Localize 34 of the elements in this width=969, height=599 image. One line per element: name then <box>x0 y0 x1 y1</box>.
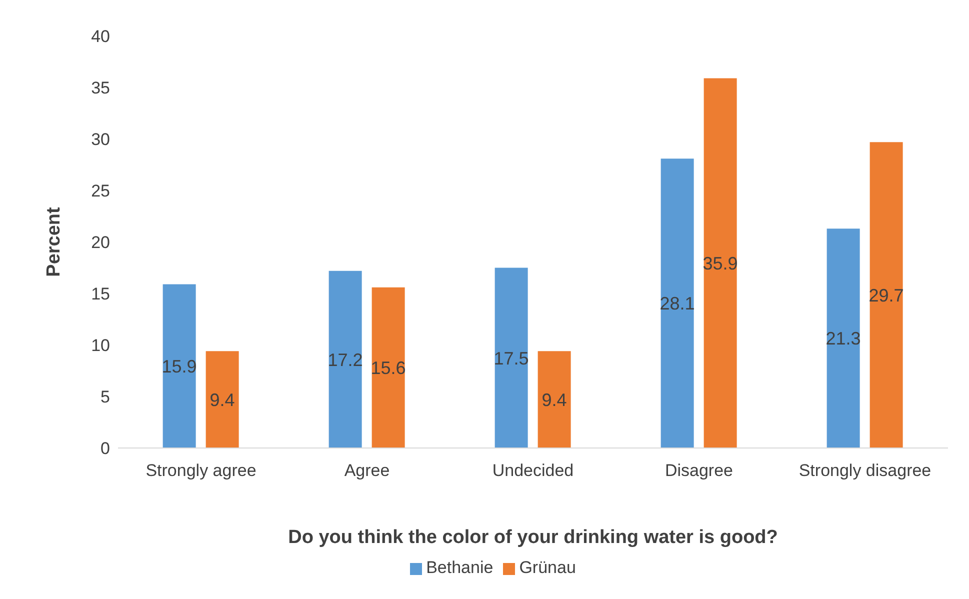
y-tick-label: 0 <box>100 439 110 458</box>
x-axis-title: Do you think the color of your drinking water is good? <box>288 527 778 548</box>
bar <box>328 270 362 448</box>
bar <box>660 158 694 448</box>
bar <box>870 142 903 448</box>
x-tick-label: Undecided <box>492 461 574 480</box>
legend-label: Bethanie <box>426 558 494 577</box>
data-label: 17.5 <box>494 348 529 368</box>
y-tick-label: 10 <box>91 336 110 356</box>
y-axis-title: Percent <box>44 206 65 277</box>
data-label: 9.4 <box>542 390 567 410</box>
data-label: 9.4 <box>210 390 235 410</box>
x-tick-label: Disagree <box>664 461 734 480</box>
y-tick-label: 25 <box>91 182 110 201</box>
data-label: 15.9 <box>162 356 197 377</box>
y-tick-label: 30 <box>91 130 110 150</box>
bar <box>162 284 196 448</box>
y-tick-label: 40 <box>91 27 110 46</box>
bar <box>538 351 571 448</box>
bar <box>206 351 239 448</box>
bar <box>826 228 860 448</box>
data-label: 17.2 <box>328 350 363 370</box>
bar <box>372 287 405 448</box>
x-tick-label: Agree <box>344 461 390 480</box>
data-label: 15.6 <box>370 358 406 378</box>
y-tick-label: 20 <box>91 233 110 252</box>
y-tick-label: 15 <box>91 284 110 304</box>
bar <box>494 268 528 448</box>
y-tick-label: 35 <box>91 78 110 98</box>
x-tick-label: Strongly disagree <box>798 461 932 480</box>
x-tick-label: Strongly agree <box>146 461 256 480</box>
bar <box>704 78 737 448</box>
legend-label: Grünau <box>519 558 576 577</box>
y-tick-label: 5 <box>100 388 110 407</box>
